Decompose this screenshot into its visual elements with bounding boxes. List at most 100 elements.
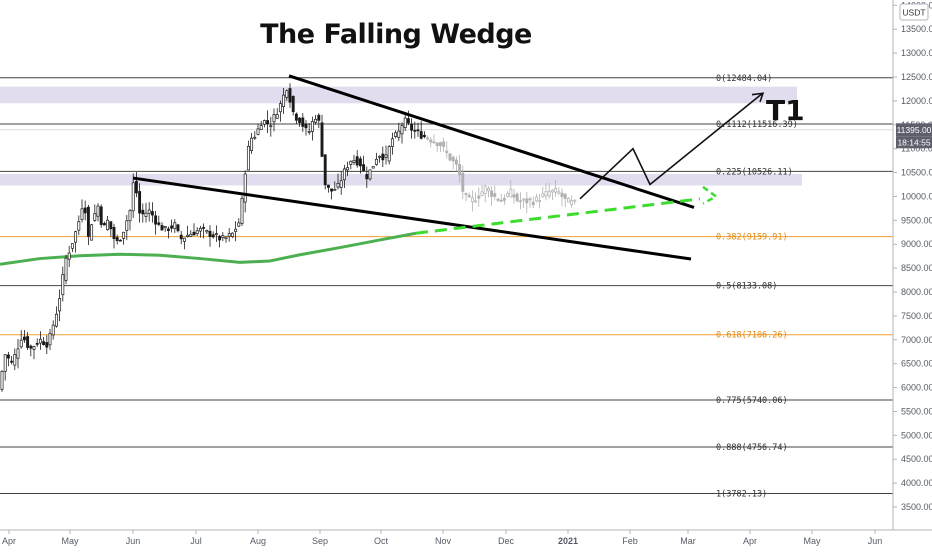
candle [285, 89, 289, 101]
candle [266, 110, 270, 134]
candle [26, 331, 30, 350]
candle [125, 215, 129, 241]
candle [35, 338, 39, 347]
falling-wedge-lines [132, 74, 695, 261]
target-path [579, 93, 763, 200]
candle [74, 230, 78, 253]
candle [208, 225, 212, 247]
candle [109, 221, 113, 237]
candle [410, 118, 414, 139]
candle [250, 133, 254, 154]
fib-level-label: 0.775(5740.06) [716, 396, 788, 406]
time-tick-label: Mar [680, 536, 696, 546]
candle [144, 202, 148, 223]
candle [387, 145, 391, 165]
candle [451, 155, 455, 170]
resistance-zone [0, 173, 802, 186]
candle [272, 108, 276, 132]
price-axis[interactable]: 3500.00 4000.00 4500.00 5000.00 5500.00 6000.… [892, 0, 932, 550]
candle [368, 169, 372, 181]
price-tick-label: 5500.00 [901, 406, 932, 416]
candle [122, 231, 126, 245]
candle [10, 355, 14, 365]
candle [442, 137, 446, 152]
candle [173, 219, 177, 233]
candle [83, 200, 87, 221]
candle [458, 154, 462, 183]
countdown-timer: 18:14:55 [897, 137, 930, 147]
moving-average [0, 231, 417, 266]
candle [262, 119, 266, 128]
fibonacci-levels: 0(12484.04) 0.1112(11516.39) 0.225(10526.1… [0, 74, 893, 500]
candle [205, 229, 209, 235]
candle [362, 155, 366, 172]
candle [58, 289, 62, 322]
candle [234, 221, 238, 242]
candle [512, 188, 516, 204]
candle [467, 192, 471, 198]
candle [96, 203, 100, 222]
candle [48, 328, 52, 351]
fib-level-label: 0.888(4756.74) [716, 443, 788, 453]
time-tick-label: Nov [435, 536, 452, 546]
candle [365, 166, 369, 188]
candle [317, 113, 321, 129]
price-tick-label: 7500.00 [901, 311, 932, 321]
candle [493, 185, 497, 201]
candle [298, 117, 302, 127]
chart-title: The Falling Wedge [260, 19, 532, 50]
candle [486, 186, 490, 198]
price-tick-label: 13500.00 [901, 24, 932, 34]
candle [531, 196, 535, 209]
candle [112, 223, 116, 249]
currency-label: USDT [902, 8, 925, 18]
candle [189, 230, 193, 237]
fib-level-label: 1(3782.13) [716, 490, 767, 500]
candle [352, 154, 356, 165]
candle [70, 243, 74, 253]
candle [461, 165, 465, 199]
candle [400, 122, 404, 144]
candle [106, 215, 110, 231]
candle [16, 339, 20, 369]
candle [13, 348, 17, 371]
candle [371, 166, 375, 169]
candle [429, 136, 433, 148]
candle [339, 171, 343, 195]
candle [416, 122, 420, 137]
candle [490, 186, 494, 206]
candle [80, 199, 84, 223]
candle [131, 173, 135, 218]
price-tick-label: 3500.00 [901, 502, 932, 512]
candle [22, 329, 26, 343]
price-tick-label: 7000.00 [901, 335, 932, 345]
candle [566, 197, 570, 203]
candle [138, 183, 142, 223]
time-axis[interactable]: Apr May Jun Jul Aug Sep Oct Nov Dec 2021 Feb Mar Apr… [0, 529, 932, 546]
candle [384, 145, 388, 165]
fib-level-label: 0(12484.04) [716, 74, 772, 84]
projection-arrowhead [702, 185, 719, 205]
candle [237, 218, 241, 228]
fib-level-label: 0.5(8133.08) [716, 282, 777, 292]
candle [336, 173, 340, 190]
price-tick-label: 6000.00 [901, 383, 932, 393]
candle [538, 193, 542, 209]
candle [403, 114, 407, 131]
currency-selector[interactable]: USDT [899, 3, 929, 21]
candle [67, 245, 71, 267]
candle [182, 237, 186, 250]
time-tick-label: Sep [312, 536, 328, 546]
candle [166, 226, 170, 239]
projection-path [415, 92, 765, 235]
candle [515, 192, 519, 203]
candle [99, 204, 103, 228]
candle [54, 306, 58, 328]
candle [419, 121, 423, 140]
candle [550, 189, 554, 201]
candle [45, 335, 49, 355]
price-tick-label: 8000.00 [901, 287, 932, 297]
candle [291, 95, 295, 116]
